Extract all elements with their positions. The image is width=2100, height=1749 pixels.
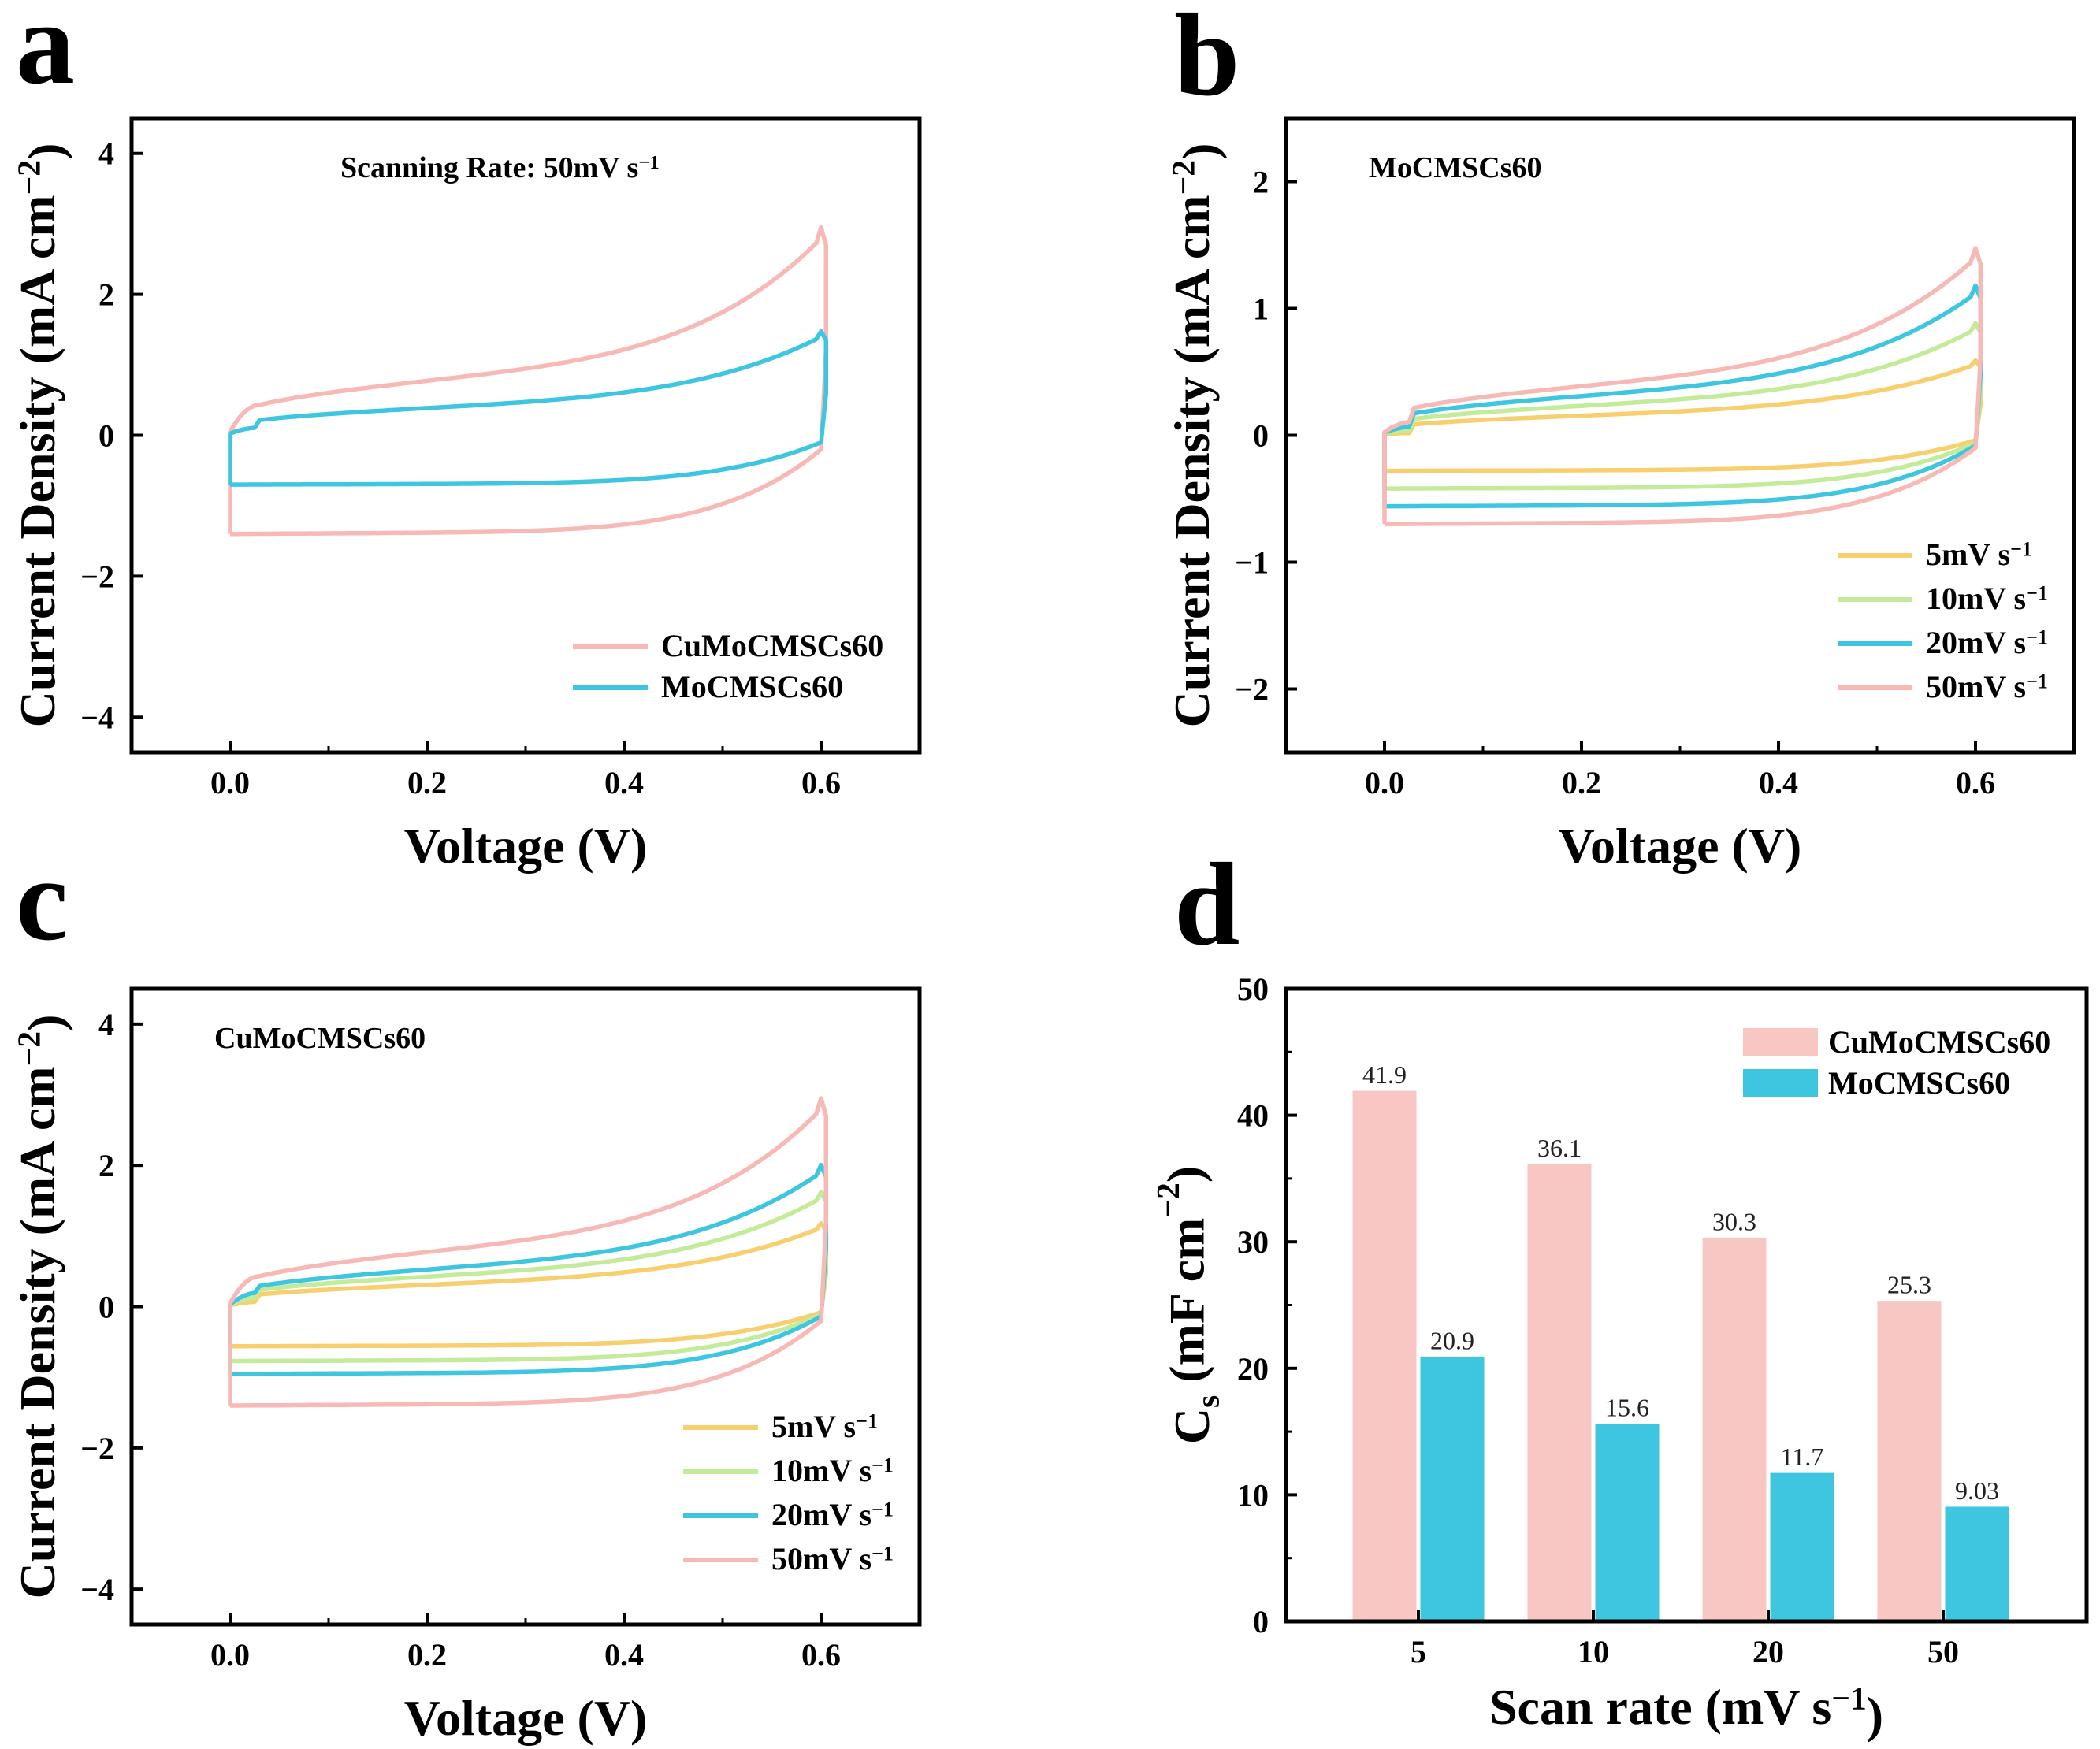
- y-tick-label-c-4: −4: [80, 1572, 114, 1607]
- x-tick-label-2: 20: [1752, 1634, 1784, 1669]
- x-tick-label-a-0: 0.0: [210, 765, 250, 800]
- legend-swatch-d-1: [1743, 1069, 1818, 1097]
- y-tick-label-d-1: 40: [1237, 1098, 1269, 1134]
- bar-MoCMSCs60-10: [1595, 1423, 1660, 1622]
- legend-label-b-1: 10mV s−1: [1926, 581, 2048, 616]
- bar-value-label-0-1: 36.1: [1537, 1134, 1582, 1162]
- curve-c-3: [228, 1096, 829, 1408]
- y-axis-title-a: Current Density (mA cm−2): [9, 143, 73, 728]
- curve-b-3: [1382, 246, 1983, 526]
- x-tick-label-b-0: 0.0: [1365, 765, 1404, 800]
- y-tick-label-b-3: −1: [1235, 545, 1269, 581]
- y-tick-label-a-3: −2: [80, 559, 114, 594]
- panel-d: 41.9 20.9 5 36.1 15.6 10 30.3 11.7 20 25.3 9.03 50 5…: [1150, 971, 2089, 1743]
- x-tick-label-a-1: 0.2: [407, 765, 447, 800]
- bar-value-label-1-0: 20.9: [1430, 1326, 1474, 1354]
- bar-MoCMSCs60-50: [1945, 1506, 2009, 1622]
- y-tick-label-d-2: 30: [1237, 1224, 1269, 1260]
- legend-label-a-0: CuMoCMSCs60: [661, 628, 883, 663]
- legend-label-d-1: MoCMSCs60: [1828, 1065, 2010, 1101]
- y-tick-label-d-0: 50: [1237, 971, 1269, 1007]
- legend-swatch-d-0: [1743, 1028, 1818, 1056]
- bar-value-label-1-2: 11.7: [1781, 1443, 1824, 1471]
- x-tick-label-a-3: 0.6: [801, 765, 841, 800]
- panel-c: 0.0 0.2 0.4 0.6 4 2 0 −2 −4 Voltage (V) Current De…: [9, 986, 922, 1746]
- x-tick-label-b-1: 0.2: [1562, 765, 1601, 800]
- bar-value-label-0-2: 30.3: [1712, 1207, 1756, 1235]
- legend-label-b-3: 50mV s−1: [1926, 669, 2048, 704]
- y-tick-label-a-4: −4: [80, 700, 114, 735]
- y-axis-title-b: Current Density (mA cm−2): [1164, 143, 1228, 728]
- panel-a: 0.0 0.2 0.4 0.6 4 2 0 −2 −4 Voltage (V) Current De…: [9, 116, 922, 874]
- legend-label-d-0: CuMoCMSCs60: [1828, 1024, 2050, 1060]
- legend-label-c-3: 50mV s−1: [771, 1541, 894, 1576]
- y-axis-title-c: Current Density (mA cm−2): [9, 1015, 73, 1599]
- x-axis-title-a: Voltage (V): [404, 818, 648, 874]
- panel-label-c: c: [16, 834, 69, 965]
- x-tick-label-0: 5: [1411, 1634, 1426, 1669]
- annotation-b: MoCMSCs60: [1369, 151, 1542, 184]
- x-tick-label-c-2: 0.4: [604, 1637, 644, 1673]
- bar-CuMoCMSCs60-20: [1702, 1237, 1767, 1622]
- curve-a-0: [228, 225, 829, 537]
- legend-label-c-1: 10mV s−1: [771, 1453, 894, 1488]
- x-tick-label-b-3: 0.6: [1956, 765, 1995, 800]
- legend-label-a-1: MoCMSCs60: [661, 669, 843, 704]
- y-tick-label-d-5: 0: [1253, 1604, 1269, 1639]
- curve-a-1: [228, 329, 829, 487]
- legend-label-b-2: 20mV s−1: [1926, 625, 2048, 660]
- bar-value-label-1-3: 9.03: [1955, 1476, 1999, 1505]
- panel-label-d: d: [1174, 839, 1240, 970]
- y-tick-label-b-2: 0: [1253, 418, 1269, 454]
- x-tick-label-c-0: 0.0: [210, 1637, 250, 1673]
- legend-label-c-2: 20mV s−1: [771, 1497, 894, 1532]
- x-tick-label-c-3: 0.6: [801, 1637, 841, 1673]
- y-tick-label-c-0: 4: [98, 1007, 114, 1042]
- y-tick-label-d-4: 10: [1237, 1477, 1269, 1513]
- bar-CuMoCMSCs60-50: [1877, 1301, 1942, 1622]
- y-tick-label-c-1: 2: [98, 1148, 114, 1183]
- bar-MoCMSCs60-5: [1420, 1356, 1485, 1622]
- bar-CuMoCMSCs60-5: [1352, 1090, 1417, 1622]
- y-tick-label-b-4: −2: [1235, 672, 1269, 707]
- x-axis-title-c: Voltage (V): [404, 1690, 648, 1746]
- bar-value-label-0-0: 41.9: [1362, 1060, 1407, 1089]
- bar-CuMoCMSCs60-10: [1527, 1164, 1592, 1622]
- y-tick-label-a-2: 0: [98, 418, 114, 454]
- bar-MoCMSCs60-20: [1770, 1472, 1834, 1622]
- bar-value-label-0-3: 25.3: [1887, 1271, 1931, 1299]
- panel-b: 0.0 0.2 0.4 0.6 2 1 0 −1 −2 Voltage (V) Current De…: [1164, 116, 2076, 874]
- y-tick-label-a-0: 4: [98, 136, 114, 172]
- legend-label-b-0: 5mV s−1: [1926, 537, 2032, 572]
- x-axis-title-b: Voltage (V): [1559, 818, 1802, 874]
- annotation-a: Scanning Rate: 50mV s−1: [340, 151, 660, 184]
- panel-label-b: b: [1174, 0, 1240, 121]
- x-tick-label-a-2: 0.4: [604, 765, 644, 800]
- y-tick-label-c-3: −2: [80, 1431, 114, 1466]
- bar-value-label-1-1: 15.6: [1605, 1393, 1649, 1421]
- x-tick-label-1: 10: [1578, 1634, 1609, 1669]
- y-tick-label-a-1: 2: [98, 277, 114, 313]
- y-tick-label-c-2: 0: [98, 1290, 114, 1325]
- x-tick-label-b-2: 0.4: [1759, 765, 1798, 800]
- y-tick-label-b-1: 1: [1253, 292, 1269, 327]
- y-axis-title-d: Cs (mF cm−2): [1150, 1166, 1225, 1444]
- x-axis-title-d: Scan rate (mV s−1): [1489, 1679, 1883, 1743]
- legend-label-c-0: 5mV s−1: [771, 1409, 878, 1444]
- panel-label-a: a: [16, 0, 75, 109]
- annotation-c: CuMoCMSCs60: [214, 1022, 426, 1055]
- y-tick-label-b-0: 2: [1253, 165, 1269, 200]
- x-tick-label-3: 50: [1927, 1634, 1959, 1669]
- x-tick-label-c-1: 0.2: [407, 1637, 447, 1673]
- y-tick-label-d-3: 20: [1237, 1351, 1269, 1387]
